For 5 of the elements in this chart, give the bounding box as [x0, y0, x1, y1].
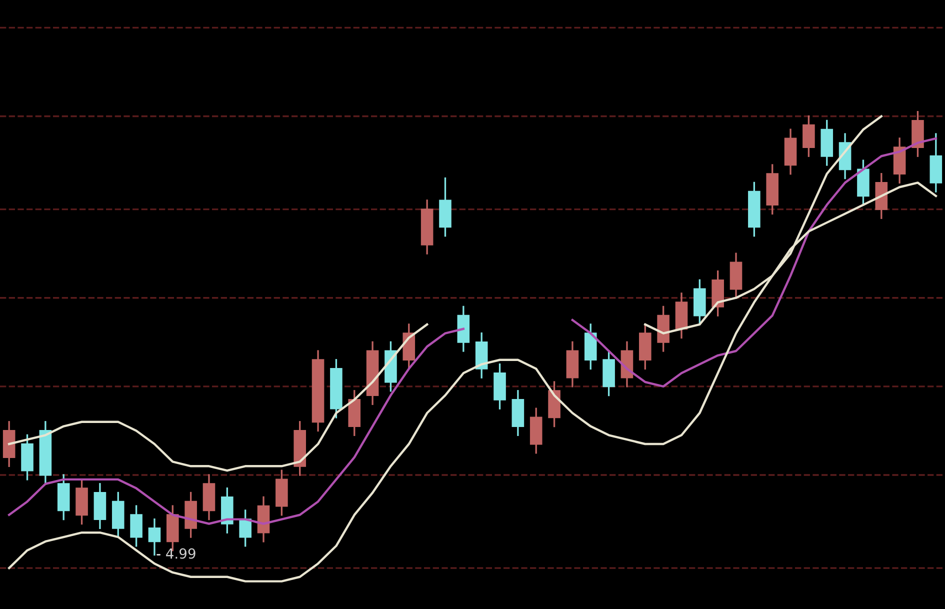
candlestick [130, 505, 142, 547]
candlestick [239, 510, 252, 547]
candlestick [148, 518, 161, 556]
candlestick [802, 115, 815, 157]
annotation: 4.99 [166, 548, 196, 559]
